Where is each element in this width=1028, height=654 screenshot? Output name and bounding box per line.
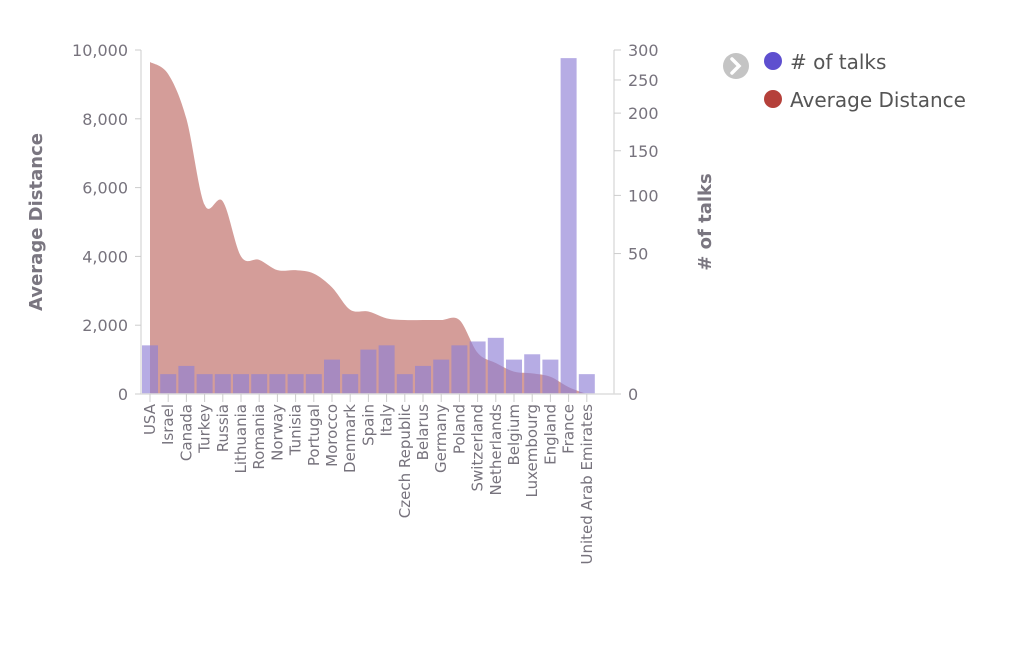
bar-talks bbox=[506, 359, 522, 394]
bar-talks bbox=[451, 345, 468, 394]
bar-talks bbox=[269, 374, 286, 394]
x-tick-label: Belarus bbox=[414, 404, 432, 461]
x-tick-label: Romania bbox=[250, 404, 268, 470]
bar-talks bbox=[196, 374, 213, 394]
y2-tick-label: 300 bbox=[628, 41, 659, 60]
x-tick-label: Israel bbox=[159, 404, 177, 445]
x-tick-label: United Arab Emirates bbox=[578, 404, 596, 565]
bar-talks bbox=[360, 349, 377, 394]
x-tick-label: Poland bbox=[450, 404, 468, 454]
bar-talks bbox=[396, 374, 413, 394]
x-tick-label: Netherlands bbox=[487, 404, 505, 496]
x-tick-label: Canada bbox=[177, 404, 195, 461]
y2-tick-label: 250 bbox=[628, 71, 659, 90]
chevron-right-icon bbox=[730, 57, 742, 75]
bar-talks bbox=[560, 58, 577, 395]
x-tick-label: Czech Republic bbox=[396, 404, 414, 518]
x-tick-label: USA bbox=[141, 403, 159, 435]
bar-talks bbox=[287, 374, 304, 394]
x-tick-label: Turkey bbox=[196, 404, 214, 454]
bar-talks bbox=[433, 359, 450, 394]
axes: 0 2,000 4,000 6,000 8,000 10,000 0 50 100 150 200 2… bbox=[72, 41, 659, 565]
y2-axis-title: # of talks bbox=[695, 173, 716, 270]
bar-talks bbox=[214, 374, 231, 394]
y-tick-label: 0 bbox=[118, 385, 128, 404]
bar-talks bbox=[305, 374, 322, 394]
x-tick-label: Norway bbox=[268, 404, 286, 461]
legend-toggle-button[interactable] bbox=[723, 53, 749, 79]
bar-talks bbox=[233, 374, 249, 394]
bar-talks bbox=[542, 359, 559, 394]
x-tick-label: Germany bbox=[432, 404, 450, 473]
y-tick-label: 6,000 bbox=[82, 179, 128, 198]
y-tick-label: 2,000 bbox=[82, 316, 128, 335]
bar-talks bbox=[324, 359, 340, 394]
svg-text:# of talks: # of talks bbox=[790, 50, 886, 74]
y-tick-label: 4,000 bbox=[82, 247, 128, 266]
x-tick-label: Switzerland bbox=[469, 404, 487, 492]
bar-talks bbox=[342, 374, 359, 394]
y-tick-label: 10,000 bbox=[72, 41, 128, 60]
x-tick-label: Italy bbox=[378, 404, 396, 437]
y2-tick-label: 50 bbox=[628, 245, 648, 264]
bar-layer bbox=[142, 58, 595, 395]
bar-talks bbox=[578, 374, 595, 394]
x-tick-label: Belgium bbox=[505, 404, 523, 466]
x-tick-label: Luxembourg bbox=[523, 404, 541, 498]
bar-talks bbox=[469, 341, 486, 394]
x-tick-label: England bbox=[541, 404, 559, 465]
x-tick-label: Tunisia bbox=[287, 404, 305, 456]
bar-talks bbox=[524, 354, 541, 394]
bar-talks bbox=[251, 374, 268, 394]
y2-tick-label: 200 bbox=[628, 104, 659, 123]
legend-item-average-distance[interactable]: Average Distance bbox=[764, 88, 966, 112]
legend-item-talks[interactable]: # of talks bbox=[764, 50, 886, 74]
x-tick-label: Russia bbox=[214, 404, 232, 452]
y2-tick-label: 0 bbox=[628, 385, 638, 404]
bar-talks bbox=[378, 345, 395, 394]
bar-talks bbox=[142, 345, 158, 394]
legend: # of talks Average Distance bbox=[723, 50, 966, 112]
bar-talks bbox=[160, 374, 177, 394]
y2-tick-label: 150 bbox=[628, 142, 659, 161]
x-tick-label: Denmark bbox=[341, 404, 359, 473]
bar-talks bbox=[178, 365, 195, 394]
y-tick-label: 8,000 bbox=[82, 110, 128, 129]
x-tick-label: Portugal bbox=[305, 404, 323, 466]
x-tick-label: Lithuania bbox=[232, 404, 250, 473]
bar-talks bbox=[487, 337, 504, 394]
area-average-distance bbox=[150, 62, 587, 394]
svg-text:Average Distance: Average Distance bbox=[790, 88, 966, 112]
y-axis-title: Average Distance bbox=[26, 133, 47, 311]
x-tick-label: Morocco bbox=[323, 404, 341, 467]
x-tick-label: Spain bbox=[359, 404, 377, 446]
y2-tick-label: 100 bbox=[628, 186, 659, 205]
area-layer bbox=[150, 62, 587, 394]
bar-talks bbox=[415, 365, 431, 394]
x-tick-label: France bbox=[560, 404, 578, 454]
